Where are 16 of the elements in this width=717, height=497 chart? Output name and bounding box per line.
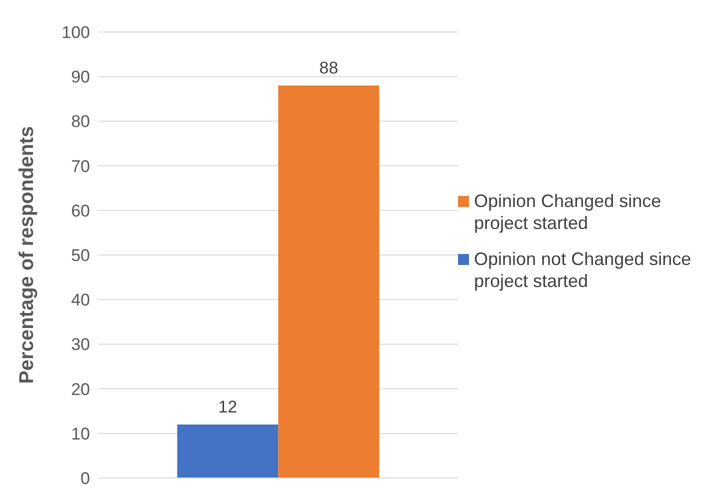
y-tick-label: 50 xyxy=(71,246,90,266)
data-label: 88 xyxy=(319,58,338,78)
data-label: 12 xyxy=(218,397,238,416)
y-axis-title: Percentage of respondents xyxy=(16,126,38,384)
y-tick-label: 10 xyxy=(71,424,90,444)
y-tick-label: 20 xyxy=(71,380,90,399)
y-tick-label: 90 xyxy=(71,68,90,87)
y-tick-label: 40 xyxy=(71,290,90,310)
y-tick-label: 80 xyxy=(71,112,90,132)
legend-label: Opinion not Changed since project started xyxy=(474,248,692,292)
y-tick-label: 70 xyxy=(71,156,90,176)
legend-label: Opinion Changed since project started xyxy=(474,190,662,234)
y-tick-label: 0 xyxy=(80,469,90,488)
y-tick-label: 30 xyxy=(71,335,90,354)
y-tick-label: 100 xyxy=(62,23,90,42)
y-tick-label: 60 xyxy=(71,201,90,220)
